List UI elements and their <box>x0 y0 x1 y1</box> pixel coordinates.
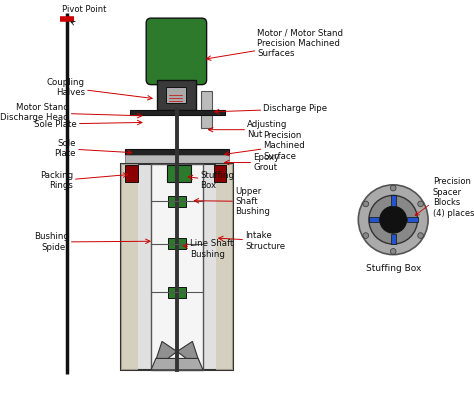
Bar <box>129 110 225 115</box>
Bar <box>126 149 229 155</box>
Circle shape <box>380 206 407 233</box>
Polygon shape <box>151 359 203 370</box>
Circle shape <box>363 233 369 239</box>
Circle shape <box>391 249 396 254</box>
Text: Epoxy
Grout: Epoxy Grout <box>225 153 280 172</box>
Circle shape <box>369 195 418 244</box>
Bar <box>407 217 418 222</box>
Polygon shape <box>153 341 177 370</box>
Bar <box>216 164 233 370</box>
Text: Motor Stand
Discharge Head: Motor Stand Discharge Head <box>0 103 142 123</box>
Bar <box>121 164 138 370</box>
Text: Bushing
Spider: Bushing Spider <box>34 232 150 252</box>
Polygon shape <box>177 341 202 370</box>
Text: Stuffing
Box: Stuffing Box <box>188 171 235 190</box>
Text: Upper
Shaft
Bushing: Upper Shaft Bushing <box>194 186 270 217</box>
Circle shape <box>418 201 423 207</box>
Bar <box>369 217 379 222</box>
Text: Discharge Pipe: Discharge Pipe <box>215 105 328 114</box>
Bar <box>168 239 186 249</box>
Text: Packing
Rings: Packing Rings <box>40 171 128 190</box>
Bar <box>391 234 396 244</box>
Circle shape <box>418 233 423 239</box>
Bar <box>126 155 229 164</box>
Bar <box>151 164 203 370</box>
Circle shape <box>391 185 396 191</box>
Bar <box>201 91 212 128</box>
Bar <box>126 165 137 182</box>
Bar <box>121 164 233 370</box>
Circle shape <box>358 185 428 255</box>
Text: Coupling
Halves: Coupling Halves <box>47 78 152 100</box>
Text: Precision
Machined
Surface: Precision Machined Surface <box>225 131 305 161</box>
Bar <box>391 195 396 206</box>
Text: Sole
Plate: Sole Plate <box>55 139 132 158</box>
Text: Stuffing Box: Stuffing Box <box>365 263 421 273</box>
FancyBboxPatch shape <box>146 18 207 85</box>
Bar <box>167 165 191 182</box>
Bar <box>168 287 186 298</box>
Text: Adjusting
Nut: Adjusting Nut <box>209 120 288 139</box>
Circle shape <box>363 201 369 207</box>
Bar <box>168 196 186 207</box>
Bar <box>157 80 196 110</box>
Text: Precision
Spacer
Blocks
(4) places: Precision Spacer Blocks (4) places <box>433 177 474 217</box>
Bar <box>214 165 226 182</box>
Bar <box>166 88 185 103</box>
Text: Pivot Point: Pivot Point <box>62 4 106 14</box>
Text: Line Shaft
Bushing: Line Shaft Bushing <box>183 239 234 258</box>
Text: Intake
Structure: Intake Structure <box>219 231 285 251</box>
Text: Sole Plate: Sole Plate <box>34 120 142 129</box>
Text: Motor / Motor Stand
Precision Machined
Surfaces: Motor / Motor Stand Precision Machined S… <box>206 28 343 60</box>
